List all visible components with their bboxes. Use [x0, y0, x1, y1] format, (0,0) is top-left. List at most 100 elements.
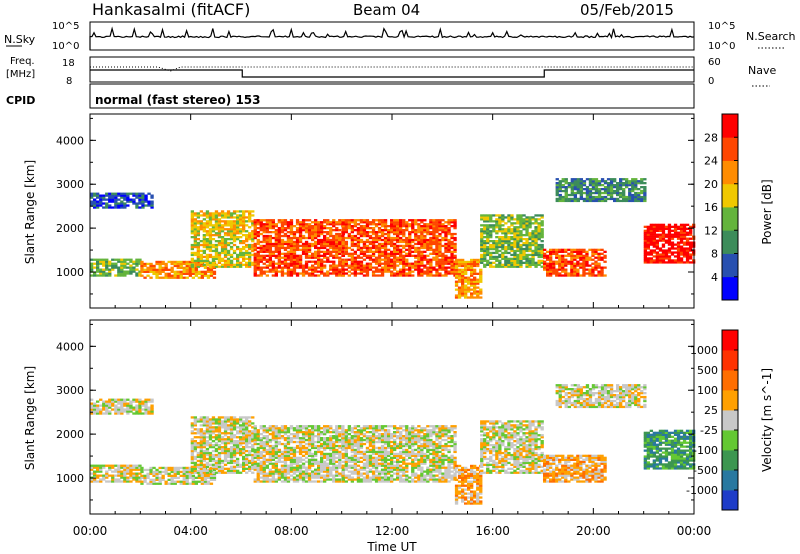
heat-cell	[649, 233, 654, 236]
heat-cell	[546, 266, 550, 269]
heat-cell	[516, 243, 520, 247]
heat-cell	[426, 225, 430, 228]
heat-cell	[211, 245, 216, 249]
heat-cell	[353, 272, 358, 275]
heat-cell	[396, 256, 400, 259]
heat-cell	[507, 261, 511, 264]
heat-cell	[582, 184, 587, 187]
heat-cell	[251, 249, 255, 253]
heat-cell	[236, 216, 240, 219]
heat-cell	[383, 246, 388, 250]
heat-cell	[248, 253, 252, 257]
heat-cell	[102, 264, 106, 267]
heat-cell	[93, 472, 97, 475]
heat-cell	[365, 240, 370, 244]
heat-cell	[123, 404, 127, 407]
heat-cell	[492, 255, 496, 259]
heat-cell	[132, 400, 136, 403]
heat-cell	[470, 270, 474, 273]
heat-cell	[277, 246, 282, 250]
heat-cell	[408, 268, 412, 271]
heat-cell	[217, 232, 222, 235]
heat-cell	[138, 404, 142, 407]
heat-cell	[111, 196, 115, 199]
heat-cell	[329, 242, 333, 246]
heat-cell	[280, 229, 285, 232]
heat-cell	[426, 254, 430, 257]
heat-cell	[411, 264, 415, 267]
heat-cell	[268, 234, 273, 238]
heat-cell	[432, 242, 436, 246]
heat-cell	[245, 245, 249, 249]
heat-cell	[143, 478, 147, 481]
heat-cell	[450, 264, 454, 267]
heat-cell	[525, 243, 529, 247]
heat-cell	[591, 182, 596, 185]
heat-cell	[338, 240, 342, 244]
heat-cell	[193, 251, 198, 255]
heat-cell	[205, 261, 210, 264]
heat-cell	[108, 204, 112, 207]
heat-cell	[667, 225, 672, 228]
heat-cell	[256, 454, 260, 457]
heat-cell	[274, 236, 279, 240]
heat-cell	[96, 260, 100, 263]
heat-cell	[268, 242, 273, 246]
heat-cell	[347, 236, 352, 240]
heat-cell	[476, 282, 480, 285]
heat-cell	[256, 221, 260, 224]
heat-cell	[251, 236, 255, 239]
heat-cell	[274, 456, 279, 459]
heat-cell	[362, 234, 367, 238]
heat-cell	[365, 244, 370, 248]
heat-cell	[229, 253, 234, 257]
heat-cell	[377, 238, 382, 242]
heat-cell	[383, 264, 388, 267]
heat-cell	[251, 426, 255, 429]
heat-cell	[362, 244, 367, 248]
heat-cell	[646, 239, 651, 242]
heat-cell	[634, 184, 638, 187]
heat-cell	[464, 260, 468, 264]
heat-cell	[411, 219, 415, 222]
heat-cell	[256, 466, 260, 469]
heat-cell	[383, 219, 388, 222]
heat-cell	[320, 246, 324, 250]
heat-cell	[253, 260, 257, 263]
heat-cell	[268, 456, 273, 459]
heat-cell	[277, 435, 282, 438]
heat-cell	[292, 268, 297, 271]
heat-cell	[399, 272, 403, 275]
heat-cell	[377, 258, 382, 261]
heat-cell	[253, 232, 257, 236]
heat-cell	[191, 480, 196, 483]
heat-cell	[268, 221, 273, 224]
heat-cell	[613, 186, 617, 189]
heat-cell	[461, 260, 465, 264]
heat-cell	[450, 272, 454, 275]
heat-cell	[265, 444, 270, 448]
heat-cell	[132, 260, 136, 263]
heat-cell	[277, 264, 282, 267]
heat-cell	[447, 240, 451, 244]
heat-cell	[329, 250, 333, 253]
heat-cell	[670, 241, 675, 244]
heat-cell	[205, 240, 210, 243]
heat-cell	[323, 256, 327, 259]
heat-cell	[350, 219, 355, 222]
heat-cell	[516, 238, 520, 241]
heat-cell	[158, 482, 162, 485]
heat-cell	[399, 223, 403, 226]
heat-cell	[135, 410, 139, 413]
heat-cell	[205, 220, 210, 223]
heat-cell	[206, 270, 211, 273]
heat-cell	[202, 432, 207, 435]
heat-cell	[149, 262, 153, 266]
heat-cell	[323, 264, 327, 267]
heat-cell	[564, 189, 568, 193]
heat-cell	[182, 260, 186, 264]
heat-cell	[362, 274, 367, 277]
heat-cell	[359, 272, 364, 275]
heat-cell	[274, 262, 279, 265]
heat-cell	[289, 256, 294, 259]
